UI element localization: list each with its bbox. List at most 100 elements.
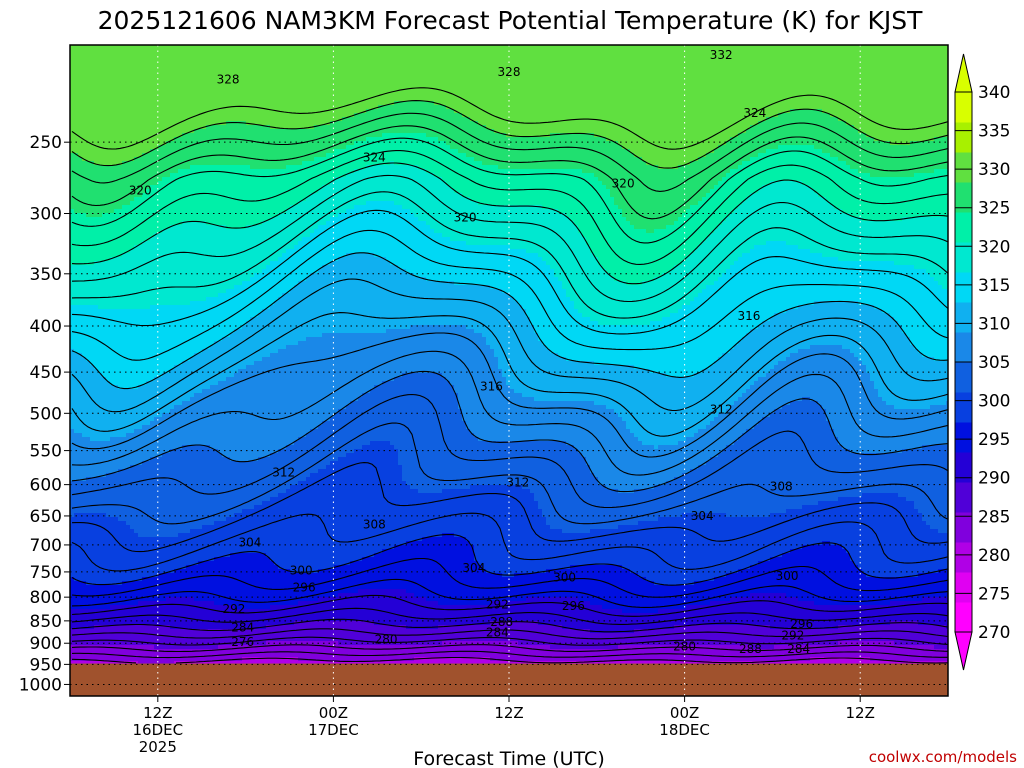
colorbar-label: 285 (978, 507, 1010, 527)
color-band-cell (506, 133, 551, 138)
color-band-cell (254, 505, 539, 510)
color-band-cell (70, 389, 203, 394)
color-band-cell (558, 209, 623, 214)
color-band-cell (70, 321, 247, 326)
color-band-cell (394, 161, 483, 166)
color-band-cell (766, 373, 871, 378)
color-band-cell (70, 545, 395, 550)
color-band-cell (850, 553, 948, 558)
color-band-cell (486, 569, 547, 574)
color-band-cell (210, 385, 375, 390)
color-band-cell (378, 105, 447, 110)
color-band-cell (134, 529, 191, 534)
color-band-cell (70, 217, 271, 222)
color-band-cell (70, 173, 171, 178)
color-band-cell (414, 657, 491, 662)
color-band-cell (546, 517, 659, 522)
color-band-cell (614, 409, 727, 414)
x-tick-label: 18DEC (659, 721, 710, 739)
color-band-cell (750, 385, 875, 390)
color-band-cell (498, 357, 567, 362)
color-band-cell (242, 509, 543, 514)
color-band-cell (426, 133, 507, 138)
color-band-cell (870, 657, 948, 662)
color-band-cell (578, 225, 635, 230)
color-band-cell (838, 437, 948, 442)
color-band-cell (658, 517, 923, 522)
color-band-cell (70, 165, 191, 170)
color-band-cell (370, 441, 391, 446)
color-band-cell (382, 549, 475, 554)
color-band-cell (858, 301, 948, 306)
color-band-cell (414, 213, 567, 218)
color-band-cell (490, 345, 547, 350)
color-band-cell (278, 297, 515, 302)
color-band-cell (70, 589, 359, 594)
color-band-cell (846, 161, 948, 166)
color-band-cell (70, 417, 155, 422)
color-band-cell (70, 325, 243, 330)
color-band-cell (810, 345, 843, 350)
color-band-cell (706, 285, 943, 290)
color-band-cell (810, 185, 948, 190)
color-band-cell (318, 269, 407, 274)
color-band-cell (706, 461, 948, 466)
contour-label: 288 (490, 615, 513, 629)
color-band-cell (866, 365, 948, 370)
color-band-cell (70, 145, 159, 150)
contour-line (71, 174, 948, 303)
color-band-cell (690, 253, 743, 258)
color-band-cell (230, 553, 267, 558)
contour-lines (71, 87, 948, 664)
color-band-cell (618, 205, 691, 210)
color-band-cell (690, 161, 743, 166)
color-band-cell (70, 201, 131, 206)
colorbar-swatch (955, 242, 972, 273)
color-band-cell (70, 529, 135, 534)
colorbar-swatch (955, 302, 972, 333)
color-band-cell (450, 381, 507, 386)
color-band-cell (622, 609, 659, 614)
color-band-cell (458, 149, 631, 154)
colorbar-label: 280 (978, 546, 1010, 566)
color-band-cell (654, 277, 719, 282)
color-band-cell (582, 169, 731, 174)
color-band-cell (930, 525, 948, 530)
color-band-cell (510, 293, 567, 298)
colorbar-swatch (955, 602, 972, 633)
color-band-cell (214, 521, 547, 526)
color-band-cell (270, 353, 495, 358)
colorbar-swatch (955, 542, 972, 573)
color-band-cell (478, 561, 759, 566)
color-band-cell (862, 493, 899, 498)
color-band-cell (366, 137, 439, 142)
colorbar-swatch (955, 92, 972, 123)
color-band-cell (194, 129, 495, 134)
color-band-cell (110, 381, 147, 386)
colorbar-label: 325 (978, 199, 1010, 219)
color-band-cell (218, 645, 551, 650)
y-tick-label: 350 (30, 265, 62, 285)
color-band-cell (70, 341, 215, 346)
color-band-cell (122, 205, 291, 210)
color-band-cell (150, 237, 303, 242)
colorbar-bottom-arrow (954, 631, 973, 671)
color-band-cell (234, 329, 387, 334)
color-band-cell (194, 353, 271, 358)
contour-line (71, 533, 948, 586)
color-band-cell (70, 617, 948, 622)
color-band-cell (938, 281, 948, 286)
color-band-cell (74, 513, 107, 518)
color-band-cell (406, 589, 948, 594)
color-band-cell (698, 201, 743, 206)
color-band-cell (638, 573, 727, 578)
color-band-cell (74, 349, 203, 354)
color-band-cell (70, 557, 215, 562)
color-band-cell (730, 169, 859, 174)
color-band-cell (226, 121, 247, 126)
color-band-cell (942, 285, 948, 290)
color-band-cell (246, 121, 331, 126)
color-band-cell (286, 165, 367, 170)
color-band-cell (674, 477, 948, 482)
color-band-cell (130, 201, 299, 206)
